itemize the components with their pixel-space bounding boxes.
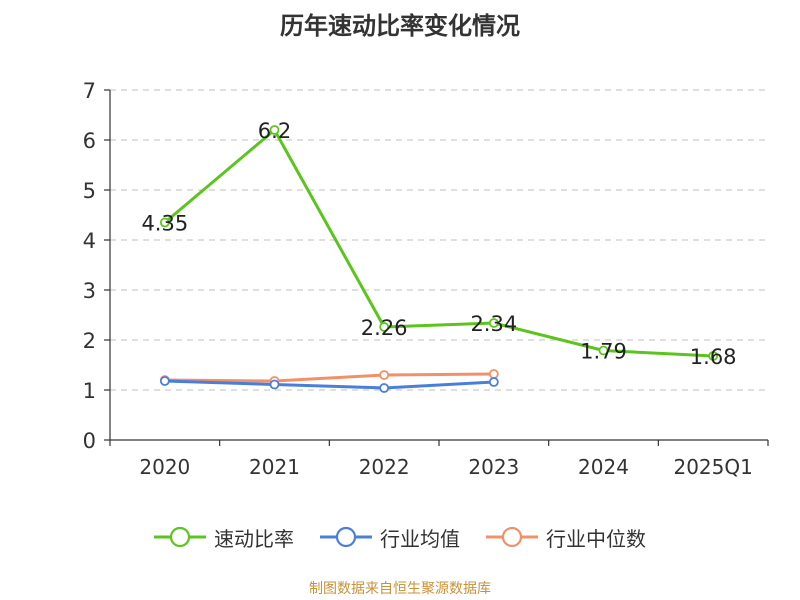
legend-label: 行业中位数: [546, 526, 646, 551]
legend-item[interactable]: 行业中位数: [486, 523, 646, 552]
x-tick-label: 2021: [249, 455, 300, 479]
x-tick-label: 2020: [139, 455, 190, 479]
data-point: [379, 383, 390, 393]
data-point: [379, 370, 390, 380]
y-tick-label: 4: [83, 229, 96, 253]
x-tick-label: 2022: [359, 455, 410, 479]
data-label: 4.35: [141, 212, 188, 236]
axes: 0 1 2 3 4 5 6 7 2020 2021 2022 2023 2024 2025Q1: [83, 79, 769, 479]
data-point: [159, 217, 170, 228]
chart-title: 历年速动比率变化情况: [280, 12, 520, 40]
y-tick-label: 3: [83, 279, 96, 303]
y-tick-label: 6: [83, 129, 96, 153]
y-tick-label: 2: [83, 329, 96, 353]
data-point: [488, 377, 499, 387]
y-tick-label: 5: [83, 179, 96, 203]
data-label: 2.26: [361, 316, 408, 340]
y-tick-label: 1: [83, 379, 96, 403]
legend-item[interactable]: 速动比率: [154, 523, 294, 552]
x-tick-label: 2025Q1: [673, 455, 752, 479]
data-point: [159, 376, 170, 386]
data-label: 1.79: [580, 340, 627, 364]
data-label: 6.2: [258, 119, 291, 143]
data-point: [708, 351, 719, 361]
legend-line-circle-icon: [154, 526, 206, 548]
data-point: [488, 318, 499, 328]
legend-line-circle-icon: [320, 526, 372, 548]
grid-lines: [110, 89, 768, 391]
x-tick-label: 2023: [468, 455, 519, 479]
source-note: 制图数据来自恒生聚源数据库: [309, 581, 491, 597]
data-label: 2.34: [470, 312, 517, 336]
data-point: [598, 345, 609, 356]
data-point: [269, 125, 280, 135]
legend-label: 行业均值: [380, 526, 460, 551]
legend-line-circle-icon: [486, 526, 538, 548]
data-label: 1.68: [690, 345, 737, 369]
data-labels: 4.35 6.2 2.26 2.34 1.79 1.68: [141, 119, 736, 369]
legend-item[interactable]: 行业均值: [320, 523, 460, 552]
legend-label: 速动比率: [214, 526, 294, 551]
series-lines: [159, 125, 719, 393]
series-line: [164, 379, 494, 390]
legend: 速动比率 行业均值 行业中位数: [0, 520, 800, 554]
x-tick-label: 2024: [578, 455, 629, 479]
data-point: [379, 322, 390, 332]
y-tick-label: 7: [83, 79, 96, 103]
series-line: [164, 372, 494, 383]
data-point: [269, 379, 280, 390]
data-point: [488, 369, 499, 379]
series-line: [163, 128, 714, 358]
y-tick-label: 0: [83, 429, 96, 453]
